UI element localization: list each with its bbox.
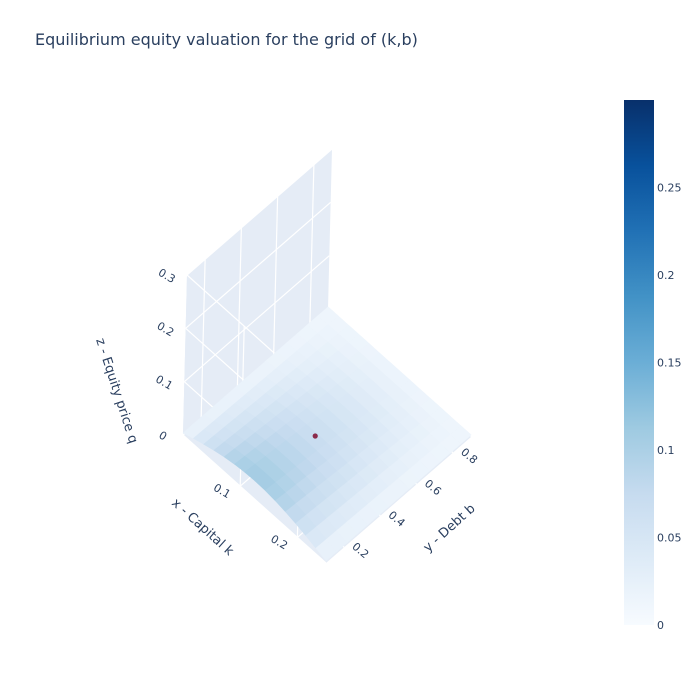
colorbar-tick-label: 0 (657, 619, 664, 632)
y-tick-label: 0.6 (422, 477, 444, 498)
y-tick-label: 0.8 (458, 445, 480, 466)
colorbar-ticks: 0 0.05 0.1 0.15 0.2 0.25 (657, 182, 682, 633)
z-tick-label: 0.1 (153, 373, 175, 393)
y-tick-label: 0.2 (349, 540, 371, 561)
x-axis-title: x - Capital k (168, 496, 236, 560)
y-grid-wall (236, 227, 242, 388)
3d-scene[interactable]: 0.1 0.2 0.2 0.4 0.6 0.8 0 0.1 0.2 0.3 x - Capital… (92, 148, 480, 564)
equilibrium-point[interactable] (312, 433, 318, 439)
chart-title: Equilibrium equity valuation for the gri… (35, 30, 418, 49)
y-tick-label: 0.4 (386, 508, 408, 529)
y-axis-title: y - Debt b (421, 501, 479, 555)
z-grid-right (185, 201, 332, 329)
colorbar-tick-label: 0.25 (657, 182, 682, 195)
y-grid-wall (309, 164, 315, 325)
colorbar-tick-label: 0.05 (657, 532, 682, 545)
colorbar: 0 0.05 0.1 0.15 0.2 0.25 (624, 100, 682, 632)
z-axis-title: z - Equity price q (92, 336, 140, 445)
colorbar-tick-label: 0.15 (657, 357, 682, 370)
x-tick-label: 0.1 (211, 481, 233, 501)
z-grid-right (183, 255, 330, 383)
z-tick-label: 0.3 (156, 266, 178, 286)
colorbar-tick-label: 0.2 (657, 269, 675, 282)
z-tick-label: 0.2 (155, 319, 177, 339)
surface-patch (315, 538, 337, 562)
equity-surface[interactable] (182, 306, 472, 562)
y-grid-wall (273, 196, 279, 357)
z-tick-label: 0 (156, 429, 169, 444)
colorbar-scale (624, 100, 654, 625)
back-right-pane (183, 149, 332, 435)
y-grid-wall (200, 259, 206, 420)
x-tick-label: 0.2 (268, 532, 290, 552)
z-grid-left (182, 434, 327, 564)
colorbar-tick-label: 0.1 (657, 444, 675, 457)
z-grid-right (186, 148, 333, 276)
